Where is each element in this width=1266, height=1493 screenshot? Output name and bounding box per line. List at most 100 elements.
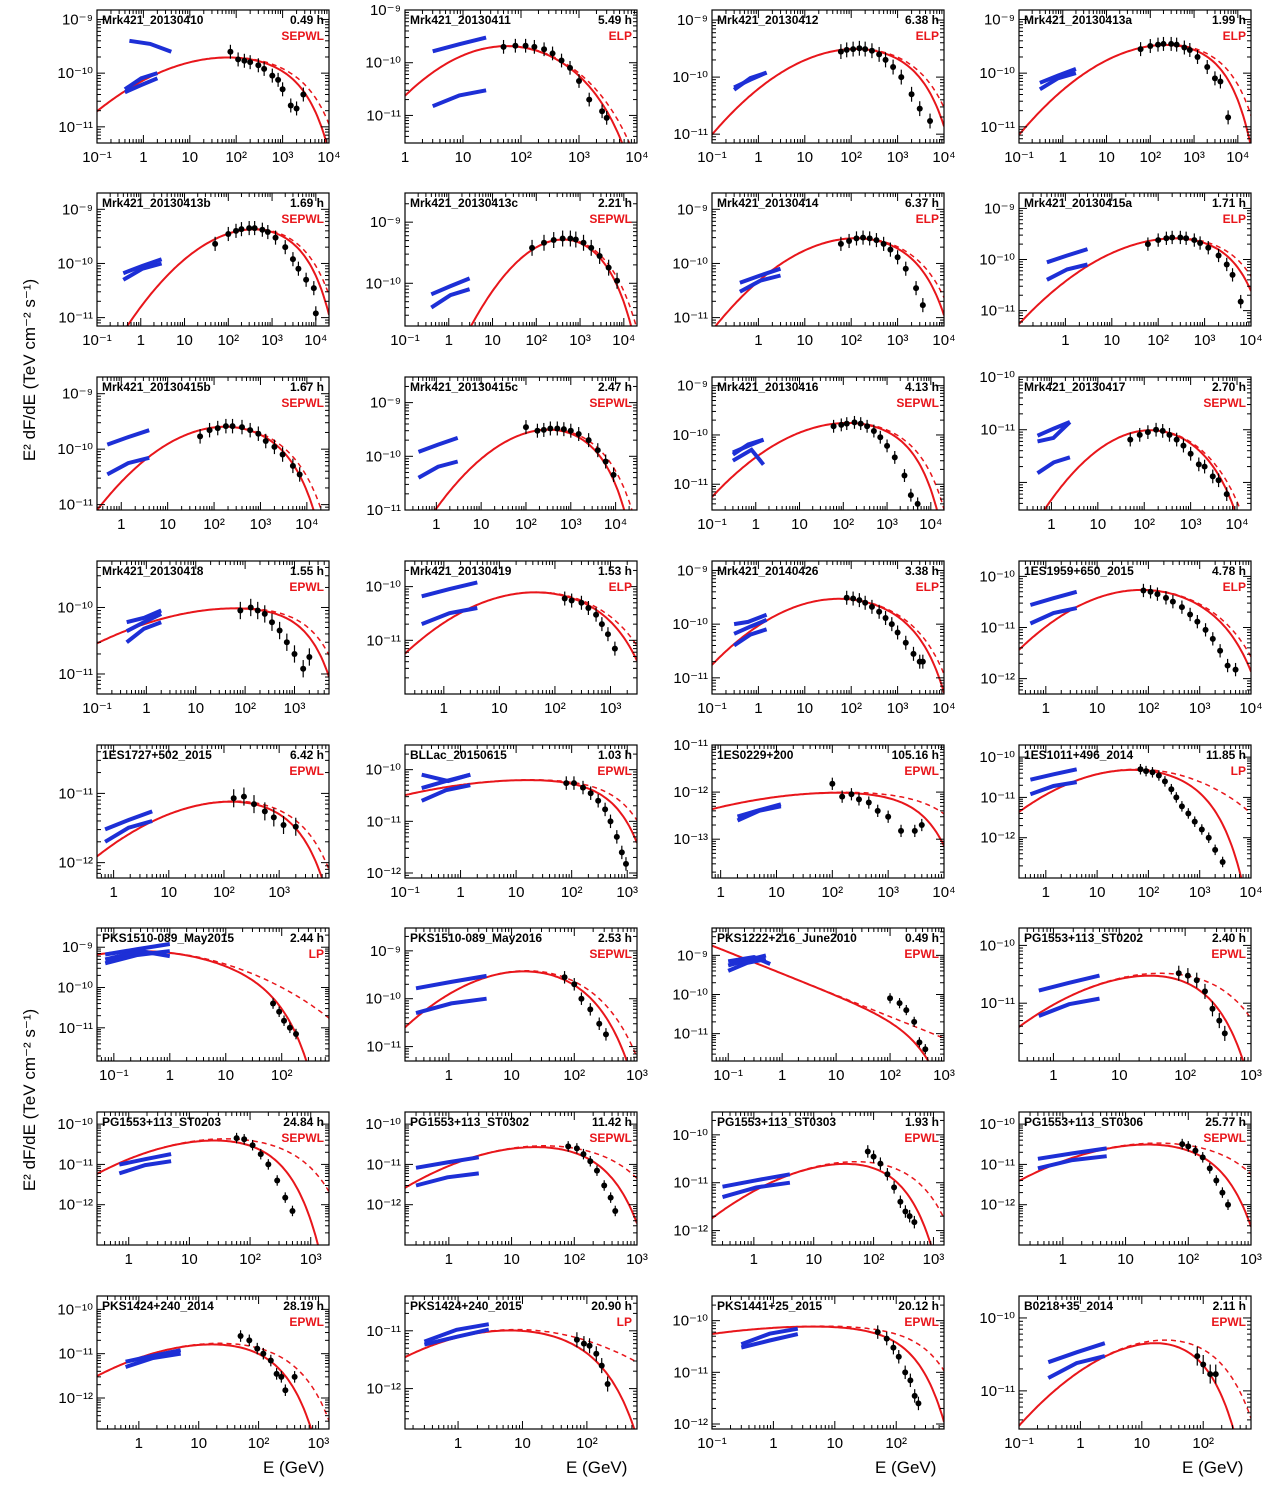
panel-title: PG1553+113_ST0302 — [410, 1115, 529, 1129]
data-point — [856, 796, 862, 802]
method-label: EPWL — [289, 580, 324, 594]
data-point — [567, 236, 573, 242]
data-point — [246, 225, 252, 231]
data-point — [853, 235, 859, 241]
data-point — [869, 48, 875, 54]
panel-title: Mrk421_20130415a — [1024, 196, 1132, 210]
plot-area — [405, 1141, 637, 1223]
x-tick-label: 1 — [456, 884, 464, 901]
x-tick-label: 10 — [1089, 516, 1106, 533]
x-tick-label: 10² — [1177, 1251, 1199, 1268]
x-tick-label: 10² — [248, 1435, 270, 1452]
intrinsic-model-curve — [1019, 973, 1251, 1027]
x-tick-label: 10 — [1089, 700, 1106, 717]
data-point — [239, 424, 245, 430]
data-point — [212, 241, 218, 247]
data-point — [607, 818, 613, 824]
y-tick-label: 10⁻⁹ — [677, 201, 708, 218]
data-point — [284, 639, 290, 645]
y-tick-label: 10⁻¹⁰ — [57, 65, 93, 82]
data-point — [586, 437, 592, 443]
x-tick-label: 10 — [805, 1251, 822, 1268]
method-label: EPWL — [904, 947, 939, 961]
data-point — [1170, 599, 1176, 605]
y-tick-label: 10⁻¹² — [366, 1197, 401, 1214]
data-point — [241, 58, 247, 64]
data-point — [551, 237, 557, 243]
data-point — [614, 834, 620, 840]
data-point — [265, 1161, 271, 1167]
data-point — [531, 44, 537, 50]
plot-area — [712, 416, 944, 541]
data-point — [292, 1374, 298, 1380]
panel-title: Mrk421_20130415b — [102, 380, 211, 394]
data-point — [282, 1195, 288, 1201]
data-point — [907, 1213, 913, 1219]
data-point — [1137, 432, 1143, 438]
data-point — [565, 1143, 571, 1149]
y-tick-label: 10⁻¹⁰ — [57, 599, 93, 616]
panel-frame — [712, 10, 944, 143]
data-point — [883, 615, 889, 621]
x-tick-label: 10⁴ — [932, 700, 955, 717]
data-point — [1174, 437, 1180, 443]
x-tick-label: 10² — [225, 149, 247, 166]
data-point — [871, 1154, 877, 1160]
x-tick-label: 10² — [510, 149, 532, 166]
data-point — [917, 106, 923, 112]
y-tick-label: 10⁻¹¹ — [980, 1156, 1015, 1173]
data-point — [303, 277, 309, 283]
panel-title: PG1553+113_ST0203 — [102, 1115, 221, 1129]
data-point — [916, 1039, 922, 1045]
y-tick-label: 10⁻¹⁰ — [979, 937, 1015, 954]
x-tick-label: 10³ — [626, 1067, 648, 1084]
method-label: ELP — [609, 580, 632, 594]
data-point — [612, 1208, 618, 1214]
x-tick-label: 1 — [445, 1067, 453, 1084]
data-point — [227, 49, 233, 55]
x-tick-label: 10⁻¹ — [713, 1067, 743, 1084]
y-tick-label: 10⁻¹⁰ — [57, 255, 93, 272]
y-tick-label: 10⁻¹⁰ — [672, 427, 708, 444]
data-point — [576, 431, 582, 437]
data-point — [262, 611, 268, 617]
data-point — [1192, 819, 1198, 825]
x-tick-label: 10² — [563, 1251, 585, 1268]
x-tick-label: 10 — [768, 884, 785, 901]
panel-title: Mrk421_20130415c — [410, 380, 518, 394]
data-point — [574, 1145, 580, 1151]
y-tick-label: 10⁻¹⁰ — [365, 762, 401, 779]
exposure-label: 4.78 h — [1212, 564, 1246, 578]
y-tick-label: 10⁻¹⁰ — [57, 980, 93, 997]
plot-area — [1019, 422, 1251, 573]
y-tick-label: 10⁻⁹ — [677, 562, 708, 579]
fermi-upper-bound — [1047, 249, 1088, 262]
intrinsic-model-curve — [1019, 45, 1251, 135]
exposure-label: 24.84 h — [283, 1115, 324, 1129]
y-tick-label: 10⁻⁹ — [62, 11, 93, 28]
x-tick-label: 10² — [879, 1067, 901, 1084]
x-tick-label: 10 — [455, 149, 472, 166]
data-point — [1199, 826, 1205, 832]
y-tick-label: 10⁻¹⁰ — [979, 1116, 1015, 1133]
data-point — [838, 49, 844, 55]
method-label: SEPWL — [281, 396, 324, 410]
x-tick-label: 10³ — [300, 1251, 322, 1268]
data-point — [920, 659, 926, 665]
y-tick-label: 10⁻¹¹ — [980, 119, 1015, 136]
data-point — [287, 1025, 293, 1031]
data-point — [1188, 451, 1194, 457]
x-tick-label: 10³ — [284, 700, 306, 717]
data-point — [512, 43, 518, 49]
panel-title: Mrk421_20130416 — [717, 380, 819, 394]
plot-area — [405, 971, 637, 1095]
data-point — [850, 596, 856, 602]
data-point — [263, 438, 269, 444]
panel-title: Mrk421_20130412 — [717, 13, 819, 27]
